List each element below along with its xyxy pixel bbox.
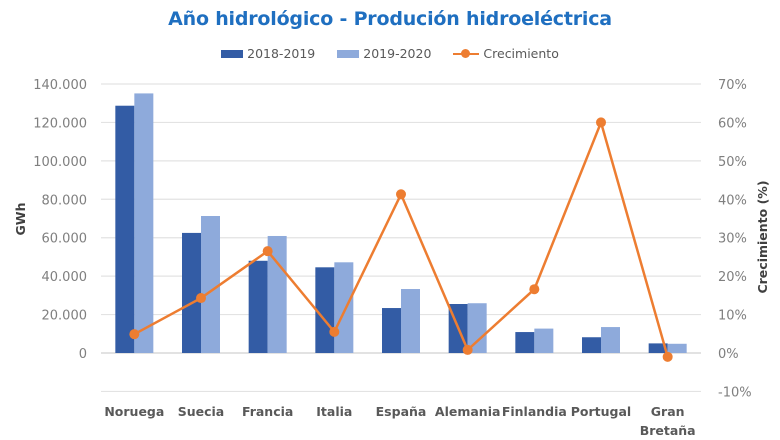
category-label: Suecia bbox=[178, 404, 225, 419]
right-tick-label: 30% bbox=[718, 232, 747, 247]
left-tick-label: 20.000 bbox=[42, 309, 88, 324]
growth-marker bbox=[196, 293, 206, 304]
bar-2018-2019 bbox=[248, 260, 268, 353]
bar-2019-2020 bbox=[134, 93, 154, 353]
left-tick-label: 120.000 bbox=[33, 116, 87, 131]
bar-2019-2020 bbox=[267, 235, 287, 353]
growth-marker bbox=[529, 284, 540, 295]
bar-2018-2019 bbox=[315, 267, 335, 353]
legend-item-2019-2020: 2019-2020 bbox=[337, 46, 431, 61]
category-label-line2: Bretaña bbox=[640, 423, 696, 438]
chart-legend: 2018-2019 2019-2020 Crecimiento bbox=[0, 46, 780, 61]
left-axis-title: GWh bbox=[13, 203, 28, 236]
bar-2019-2020 bbox=[201, 216, 220, 353]
category-label: España bbox=[376, 404, 427, 419]
right-tick-label: 0% bbox=[718, 347, 739, 362]
category-label: Italia bbox=[316, 404, 352, 419]
legend-swatch-light-blue bbox=[337, 49, 360, 58]
bar-2019-2020 bbox=[667, 343, 687, 353]
growth-marker bbox=[662, 351, 673, 362]
right-tick-label: 60% bbox=[718, 116, 747, 131]
right-tick-label: -10% bbox=[718, 385, 752, 400]
legend-line-marker-icon bbox=[453, 49, 480, 59]
right-tick-label: 70% bbox=[718, 78, 747, 93]
bar-2018-2019 bbox=[515, 332, 535, 353]
left-tick-label: 40.000 bbox=[42, 270, 88, 285]
category-label: Portugal bbox=[571, 404, 631, 419]
right-axis-title: Crecimiento (%) bbox=[755, 180, 770, 293]
left-tick-label: 60.000 bbox=[42, 232, 88, 247]
left-axis-ticks: 0 20.000 40.000 60.000 80.000 100.000 120.000 1… bbox=[33, 78, 87, 362]
category-label: Alemania bbox=[435, 404, 501, 419]
left-tick-label: 80.000 bbox=[42, 193, 88, 208]
growth-marker bbox=[462, 344, 473, 355]
bar-2019-2020 bbox=[467, 303, 487, 353]
bar-2018-2019 bbox=[648, 343, 668, 353]
category-label: Gran bbox=[651, 404, 685, 419]
growth-marker bbox=[329, 326, 340, 337]
growth-marker bbox=[262, 246, 273, 257]
right-tick-label: 40% bbox=[718, 193, 747, 208]
category-label: Finlandia bbox=[502, 404, 567, 419]
legend-label: 2019-2020 bbox=[363, 46, 432, 61]
right-axis-ticks: -10% 0% 10% 20% 30% 40% 50% 60% 70% bbox=[718, 78, 752, 400]
bar-2018-2019 bbox=[182, 232, 201, 353]
bar-2019-2020 bbox=[334, 262, 354, 353]
growth-line bbox=[129, 117, 673, 362]
bar-2019-2020 bbox=[401, 289, 420, 353]
growth-marker bbox=[596, 117, 606, 128]
bar-2018-2019 bbox=[115, 105, 135, 353]
legend-item-crecimiento: Crecimiento bbox=[453, 46, 559, 61]
bar-2018-2019 bbox=[582, 337, 601, 353]
right-tick-label: 20% bbox=[718, 270, 747, 285]
left-tick-label: 0 bbox=[79, 347, 87, 362]
category-label: Noruega bbox=[104, 404, 164, 419]
bars bbox=[115, 93, 687, 353]
legend-label: Crecimiento bbox=[483, 46, 559, 61]
legend-item-2018-2019: 2018-2019 bbox=[221, 46, 315, 61]
chart-title: Año hidrológico - Produción hidroeléctri… bbox=[168, 8, 612, 30]
bar-2019-2020 bbox=[534, 328, 554, 353]
legend-swatch-dark-blue bbox=[221, 49, 244, 58]
legend-label: 2018-2019 bbox=[247, 46, 316, 61]
growth-marker bbox=[129, 329, 140, 340]
category-label: Francia bbox=[242, 404, 293, 419]
left-tick-label: 100.000 bbox=[33, 155, 87, 170]
bar-2018-2019 bbox=[382, 308, 401, 353]
growth-marker bbox=[396, 189, 406, 200]
bar-2019-2020 bbox=[601, 327, 620, 353]
category-axis: Noruega Suecia Francia Italia España Alemania… bbox=[104, 404, 695, 438]
right-tick-label: 50% bbox=[718, 155, 747, 170]
left-tick-label: 140.000 bbox=[33, 78, 87, 93]
right-tick-label: 10% bbox=[718, 309, 747, 324]
